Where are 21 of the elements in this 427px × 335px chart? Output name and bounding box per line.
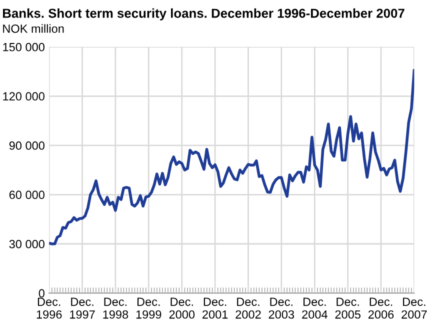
- x-tick-label: Dec. 1997: [70, 298, 95, 319]
- y-tick-label: 150 000: [3, 42, 44, 52]
- x-tick-label: Dec. 2003: [268, 298, 294, 319]
- y-tick-label: 60 000: [9, 190, 44, 200]
- x-tick-label: Dec. 2006: [368, 298, 394, 319]
- line-series: [49, 69, 414, 246]
- y-tick-label: 0: [38, 289, 44, 298]
- y-tick-label: 120 000: [3, 92, 44, 101]
- x-tick-label: Dec. 1999: [136, 298, 162, 319]
- x-tick-label: Dec. 1996: [36, 298, 62, 319]
- y-tick-label: 90 000: [9, 141, 44, 150]
- y-tick-label: 30 000: [9, 240, 44, 248]
- x-tick-label: Dec. 2004: [302, 298, 328, 319]
- x-tick-label: Dec. 2001: [202, 298, 228, 319]
- x-tick-label: Dec. 2000: [169, 298, 195, 319]
- x-tick-label: Dec. 1998: [103, 298, 128, 319]
- x-tick-label: Dec. 2002: [236, 298, 261, 319]
- x-tick-label: Dec. 2007: [402, 298, 427, 319]
- chart-title: Banks. Short term security loans. December 1996-December 2007: [3, 8, 404, 20]
- y-axis-title: NOK million: [3, 24, 64, 33]
- x-tick-label: Dec. 2005: [335, 298, 360, 319]
